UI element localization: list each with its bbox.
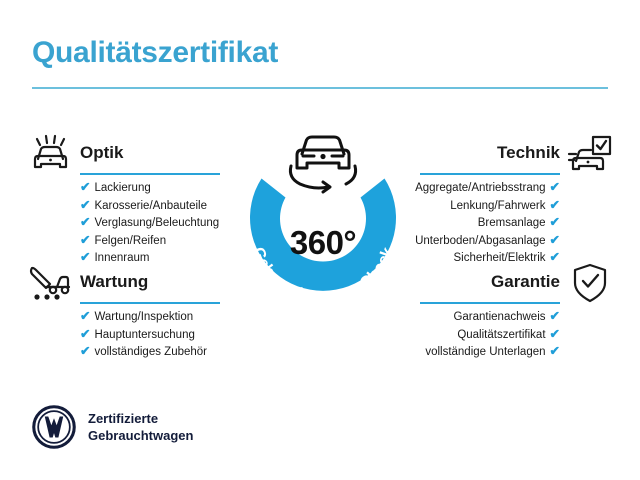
list-item: ✔ Lackierung <box>80 179 260 197</box>
check-icon: ✔ <box>549 250 560 264</box>
list-item: ✔ Verglasung/Beleuchtung <box>80 214 260 232</box>
list-item: ✔ Hauptuntersuchung <box>80 326 260 344</box>
section-header: Technik <box>380 133 615 179</box>
list-item: ✔ Innenraum <box>80 249 260 267</box>
shield-check-icon <box>565 262 615 304</box>
title-divider <box>32 87 608 89</box>
check-icon: ✔ <box>549 326 560 341</box>
section-title: Optik <box>80 143 124 162</box>
list-item-label: Innenraum <box>94 252 150 264</box>
check-icon: ✔ <box>80 197 91 212</box>
list-item: Sicherheit/Elektrik ✔ <box>380 249 560 267</box>
list-item-label: Wartung/Inspektion <box>94 311 194 323</box>
section-divider <box>420 173 560 175</box>
list-item: Bremsanlage ✔ <box>380 214 560 232</box>
section-divider <box>420 302 560 304</box>
list-item-label: Unterboden/Abgasanlage <box>415 234 546 247</box>
list-item-label: Lackierung <box>94 182 151 194</box>
list-item-label: Verglasung/Beleuchtung <box>94 217 220 229</box>
list-item: ✔ vollständiges Zubehör <box>80 343 260 361</box>
section-optik: Optik ✔ Lackierung ✔ Karosserie/Anbauteile… <box>25 133 260 267</box>
list-item-label: Garantienachweis <box>453 311 546 323</box>
section-title: Technik <box>497 143 560 162</box>
list-item-label: Hauptuntersuchung <box>94 328 195 341</box>
section-divider <box>80 302 220 304</box>
list-item: ✔ Felgen/Reifen <box>80 232 260 250</box>
list-item-label: Qualitätszertifikat <box>457 328 546 341</box>
footer-line-1: Zertifizierte <box>88 411 159 426</box>
list-item: ✔ Karosserie/Anbauteile <box>80 197 260 215</box>
check-icon: ✔ <box>549 309 560 323</box>
check-icon: ✔ <box>549 215 560 229</box>
footer-text: Zertifizierte Gebrauchtwagen <box>88 410 193 444</box>
section-divider <box>80 173 220 175</box>
footer-branding: Zertifizierte Gebrauchtwagen <box>32 405 193 449</box>
list-item-label: vollständiges Zubehör <box>94 346 207 358</box>
list-item-label: Aggregate/Antriebsstrang <box>415 182 546 194</box>
check-icon: ✔ <box>80 250 91 264</box>
section-title: Garantie <box>491 272 560 291</box>
list-item: Garantienachweis ✔ <box>380 308 560 326</box>
list-item: Unterboden/Abgasanlage ✔ <box>380 232 560 250</box>
check-icon: ✔ <box>80 232 91 247</box>
list-item-label: Sicherheit/Elektrik <box>453 252 546 264</box>
check-icon: ✔ <box>549 197 560 212</box>
check-icon: ✔ <box>549 232 560 247</box>
footer-line-2: Gebrauchtwagen <box>88 428 194 443</box>
section-item-list: Aggregate/Antriebsstrang ✔ Lenkung/Fahrwe… <box>380 179 560 267</box>
list-item: Qualitätszertifikat ✔ <box>380 326 560 344</box>
list-item: vollständige Unterlagen ✔ <box>380 343 560 361</box>
section-technik: Technik Aggregate/Antriebsstrang ✔ Lenkun… <box>380 133 615 267</box>
section-header: Optik <box>25 133 260 179</box>
vw-logo-icon <box>32 405 76 449</box>
car-wrench-icon <box>25 262 75 304</box>
section-header: Garantie <box>380 262 615 308</box>
list-item: Lenkung/Fahrwerk ✔ <box>380 197 560 215</box>
check-icon: ✔ <box>80 309 91 323</box>
car-checkbox-icon <box>565 133 615 175</box>
section-title: Wartung <box>80 272 149 291</box>
check-icon: ✔ <box>80 215 91 229</box>
check-icon: ✔ <box>80 326 91 341</box>
list-item: ✔ Wartung/Inspektion <box>80 308 260 326</box>
check-icon: ✔ <box>549 344 560 358</box>
section-header: Wartung <box>25 262 260 308</box>
section-item-list: Garantienachweis ✔ Qualitätszertifikat ✔ v… <box>380 308 560 361</box>
check-icon: ✔ <box>80 180 91 194</box>
section-item-list: ✔ Wartung/Inspektion ✔ Hauptuntersuchung ✔… <box>80 308 260 361</box>
list-item-label: Lenkung/Fahrwerk <box>450 199 546 212</box>
list-item: Aggregate/Antriebsstrang ✔ <box>380 179 560 197</box>
list-item-label: Bremsanlage <box>477 217 546 229</box>
check-icon: ✔ <box>80 344 91 358</box>
car-rotation-icon <box>288 135 358 194</box>
badge-ring <box>250 178 396 291</box>
car-shine-icon <box>25 133 75 175</box>
badge-degrees-label: 360° <box>289 224 357 261</box>
section-wartung: Wartung ✔ Wartung/Inspektion ✔ Hauptunters… <box>25 262 260 361</box>
list-item-label: Felgen/Reifen <box>94 234 167 247</box>
section-item-list: ✔ Lackierung ✔ Karosserie/Anbauteile ✔ Verg… <box>80 179 260 267</box>
page-title: Qualitätszertifikat <box>32 36 279 69</box>
check-icon: ✔ <box>549 180 560 194</box>
list-item-label: Karosserie/Anbauteile <box>94 199 207 212</box>
section-garantie: Garantie Garantienachweis ✔ Qualitätszert… <box>380 262 615 361</box>
list-item-label: vollständige Unterlagen <box>425 346 546 358</box>
360-check-badge: Gebrauchtwagen-Check 360° <box>228 118 418 318</box>
